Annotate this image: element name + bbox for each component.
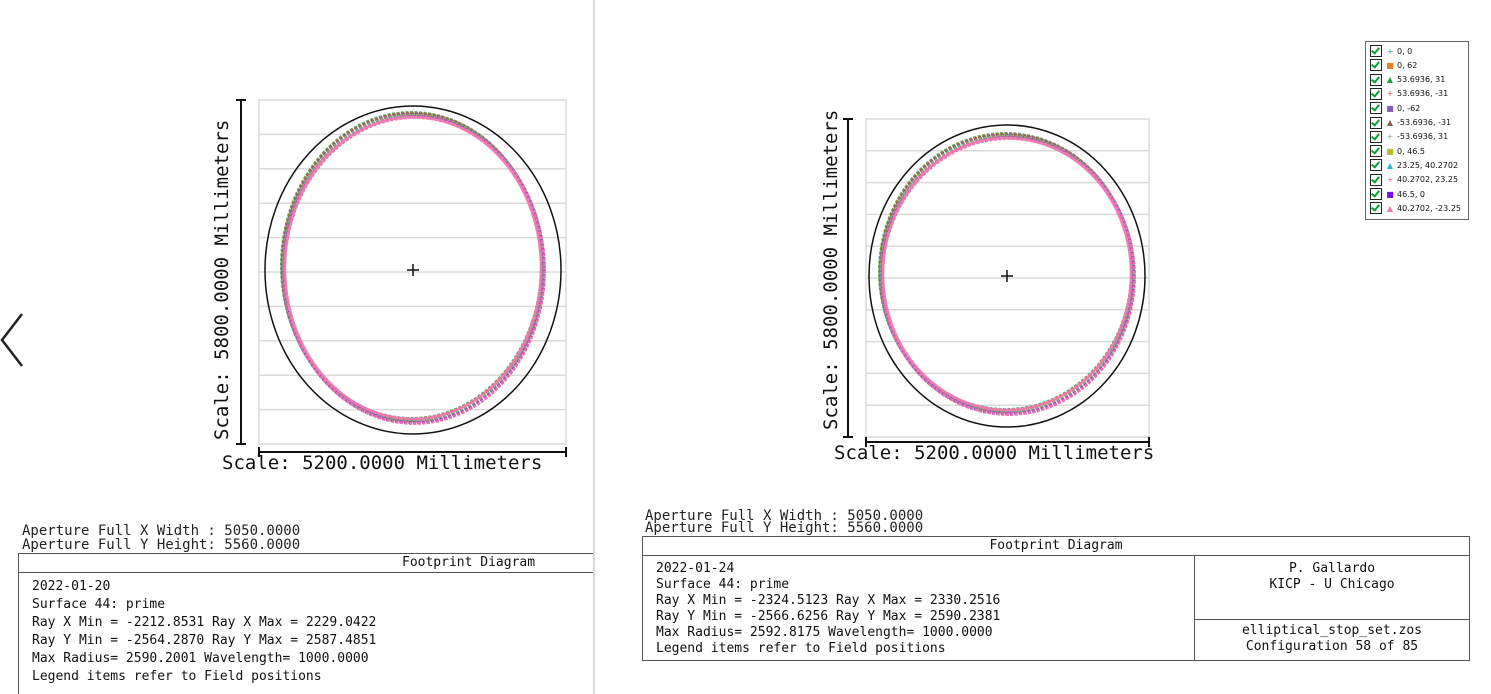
checkbox-checked-icon[interactable] (1370, 45, 1382, 57)
window-divider[interactable] (593, 0, 595, 694)
footprint-diagram-title: Footprint Diagram (19, 554, 593, 573)
legend-marker-icon: ▲ (1386, 118, 1394, 127)
x-scale-label: Scale: 5200.0000 Millimeters (834, 442, 1155, 464)
info-box-left: Footprint Diagram 2022-01-20 Surface 44:… (18, 553, 593, 694)
legend-item[interactable]: +53.6936, -31 (1370, 87, 1449, 100)
legend-marker-icon: ▲ (1386, 75, 1394, 85)
legend-label: -53.6936, -31 (1397, 118, 1452, 127)
info-max-radius: Max Radius= 2592.8175 Wavelength= 1000.0… (656, 625, 993, 640)
legend-label: 0, 0 (1397, 46, 1413, 56)
legend-marker-icon: ■ (1386, 189, 1394, 199)
legend-label: 0, 62 (1397, 60, 1418, 70)
checkbox-checked-icon[interactable] (1370, 59, 1382, 72)
legend-label: 40.2702, 23.25 (1397, 175, 1459, 185)
left-diagram-window: Scale: 5800.0000 Millimeters Scale: 5200… (0, 0, 593, 694)
aperture-width-text: Aperture Full X Width : 5050.0000 (645, 508, 924, 524)
legend-marker-icon: + (1386, 46, 1394, 56)
legend-label: 23.25, 40.2702 (1397, 160, 1459, 170)
y-scale-label: Scale: 5800.0000 Millimeters (211, 119, 233, 440)
legend-item[interactable]: ■ 0, -62 (1370, 102, 1421, 115)
legend-label: 0, 46.5 (1397, 146, 1425, 156)
footprint-ring (881, 136, 1133, 412)
legend-marker-icon: ■ (1386, 60, 1394, 70)
checkbox-checked-icon[interactable] (1370, 188, 1382, 200)
footprint-diagram-title: Footprint Diagram (643, 537, 1469, 556)
legend-label: 53.6936, 31 (1397, 75, 1446, 85)
footprint-plot-right (843, 118, 1150, 447)
info-date: 2022-01-24 (656, 561, 735, 576)
legend-label: -53.6936, 31 (1397, 132, 1449, 142)
configuration-text: Configuration 58 of 85 (1245, 639, 1419, 654)
checkbox-checked-icon[interactable] (1370, 145, 1382, 158)
checkbox-checked-icon[interactable] (1370, 202, 1382, 215)
checkbox-checked-icon[interactable] (1370, 102, 1382, 115)
checkbox-checked-icon[interactable] (1370, 87, 1382, 100)
chevron-left-icon[interactable] (0, 312, 26, 368)
aperture-ellipse (868, 124, 1146, 428)
info-legend-note: Legend items refer to Field positions (656, 641, 946, 656)
aperture-height-text: Aperture Full Y Height: 5560.0000 (22, 537, 301, 553)
field-legend: +0, 0 ■ 0, 62 ▲ 53.6936, 31 +53.6936, -31 ■ 0, … (1365, 41, 1469, 220)
info-ray-y: Ray Y Min = -2564.2870 Ray Y Max = 2587.… (32, 633, 377, 648)
aperture-width-text: Aperture Full X Width : 5050.0000 (22, 523, 301, 539)
legend-item[interactable]: ■ 0, 46.5 (1370, 145, 1425, 158)
aperture-ellipse (264, 105, 562, 435)
info-ray-x: Ray X Min = -2212.8531 Ray X Max = 2229.… (32, 615, 377, 630)
info-max-radius: Max Radius= 2590.2001 Wavelength= 1000.0… (32, 651, 369, 666)
legend-item[interactable]: ▲ 40.2702, -23.25 (1370, 202, 1461, 215)
legend-item[interactable]: ▲ -53.6936, -31 (1370, 116, 1452, 129)
legend-marker-icon: + (1386, 132, 1394, 142)
checkbox-checked-icon[interactable] (1370, 116, 1382, 129)
info-surface: Surface 44: prime (656, 577, 790, 592)
right-diagram-window: Scale: 5800.0000 Millimeters Scale: 5200… (595, 0, 1491, 694)
author-cell: P. Gallardo KICP - U Chicago (1194, 556, 1469, 620)
checkbox-checked-icon[interactable] (1370, 130, 1382, 143)
info-ray-x: Ray X Min = -2324.5123 Ray X Max = 2330.… (656, 593, 1001, 608)
legend-marker-icon: ■ (1386, 146, 1394, 156)
x-scale-label: Scale: 5200.0000 Millimeters (222, 452, 543, 474)
author-name: P. Gallardo (1288, 561, 1376, 576)
checkbox-checked-icon[interactable] (1370, 73, 1382, 86)
legend-marker-icon: + (1386, 89, 1394, 99)
info-date: 2022-01-20 (32, 579, 111, 594)
legend-marker-icon: ■ (1386, 103, 1394, 113)
legend-label: 53.6936, -31 (1397, 89, 1449, 99)
info-ray-y: Ray Y Min = -2566.6256 Ray Y Max = 2590.… (656, 609, 1001, 624)
legend-item[interactable]: ■ 46.5, 0 (1370, 188, 1425, 200)
legend-marker-icon: ▲ (1386, 203, 1394, 213)
file-cell: elliptical_stop_set.zos Configuration 58… (1194, 620, 1469, 660)
checkbox-checked-icon[interactable] (1370, 173, 1382, 186)
legend-item[interactable]: + -53.6936, 31 (1370, 130, 1449, 143)
checkbox-checked-icon[interactable] (1370, 159, 1382, 172)
info-box-right: Footprint Diagram 2022-01-24 Surface 44:… (642, 536, 1470, 661)
aperture-height-text: Aperture Full Y Height: 5560.0000 (645, 520, 924, 536)
legend-marker-icon: + (1386, 175, 1394, 185)
info-legend-note: Legend items refer to Field positions (32, 669, 322, 684)
footprint-plot-left (236, 99, 567, 457)
legend-item[interactable]: ▲ 53.6936, 31 (1370, 73, 1446, 86)
file-name: elliptical_stop_set.zos (1241, 623, 1422, 638)
legend-item[interactable]: ▲ 23.25, 40.2702 (1370, 159, 1459, 172)
legend-item[interactable]: +0, 0 (1370, 45, 1412, 57)
legend-label: 0, -62 (1397, 103, 1421, 113)
author-org: KICP - U Chicago (1269, 577, 1395, 592)
legend-item[interactable]: ■ 0, 62 (1370, 59, 1418, 72)
legend-marker-icon: ▲ (1386, 160, 1394, 170)
footprint-ring (283, 115, 543, 421)
legend-item[interactable]: +40.2702, 23.25 (1370, 173, 1459, 186)
info-surface: Surface 44: prime (32, 597, 166, 612)
y-scale-label: Scale: 5800.0000 Millimeters (820, 109, 842, 430)
legend-label: 40.2702, -23.25 (1397, 203, 1461, 213)
legend-label: 46.5, 0 (1397, 189, 1425, 199)
